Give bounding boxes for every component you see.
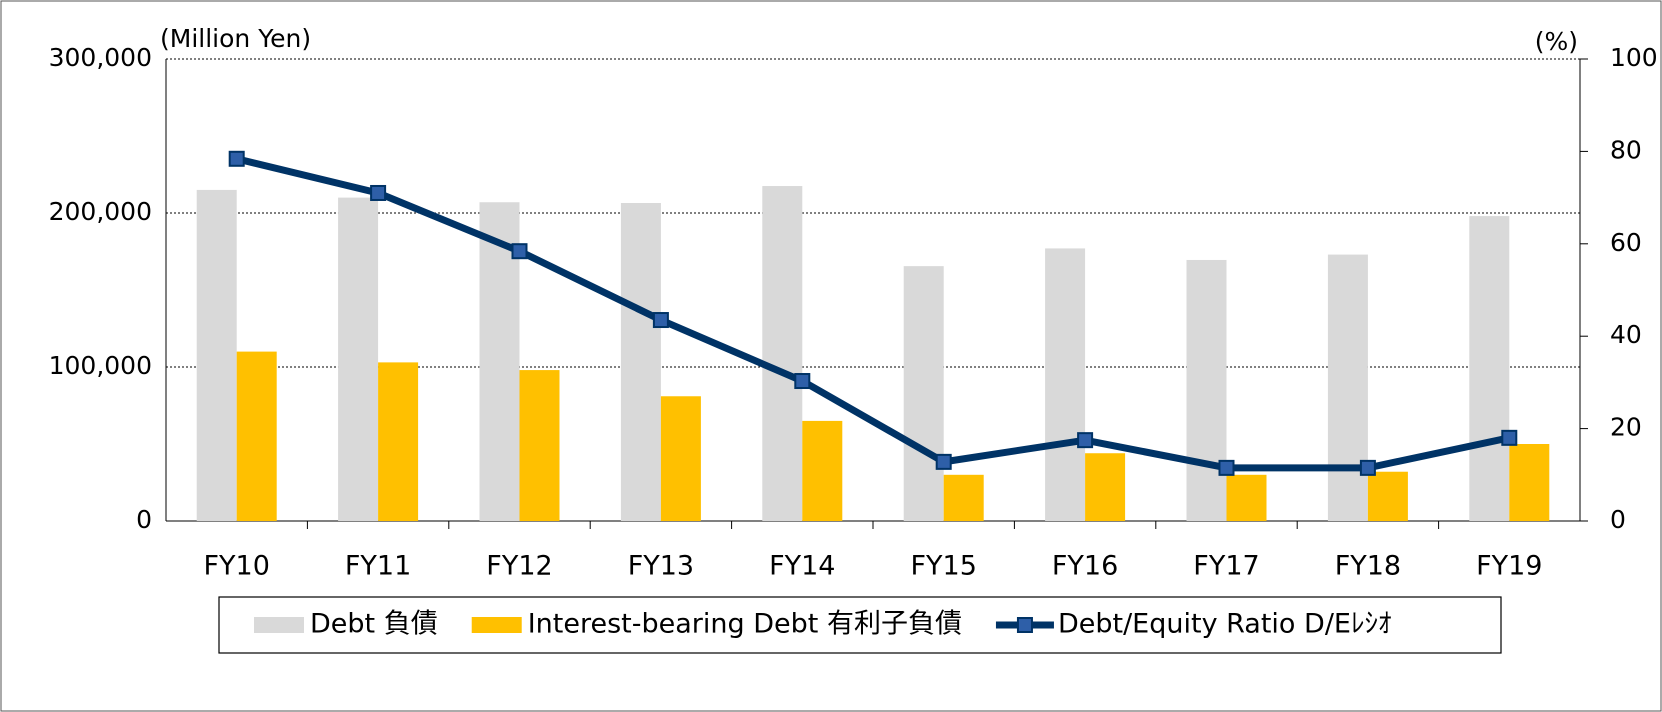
bar (236, 351, 277, 521)
line-marker (935, 453, 952, 470)
x-tick-label: FY16 (1052, 551, 1118, 582)
bar (620, 202, 661, 522)
y2-tick-label: 100 (1610, 43, 1658, 72)
y-tick-label: 200,000 (49, 197, 152, 226)
x-tick-label: FY13 (628, 551, 694, 582)
legend-swatch (254, 617, 304, 633)
y2-tick-label: 40 (1610, 320, 1642, 349)
y2-tick-label: 0 (1610, 505, 1626, 534)
bar (660, 396, 701, 521)
x-tick-label: FY14 (769, 551, 835, 582)
bar (378, 362, 419, 521)
bar (338, 197, 379, 521)
x-tick-label: FY19 (1476, 551, 1542, 582)
line (235, 155, 1511, 472)
line-marker (228, 150, 245, 167)
bar (903, 266, 944, 521)
y-tick-label: 300,000 (49, 43, 152, 72)
x-tick-label: FY15 (911, 551, 977, 582)
bar (519, 370, 560, 521)
line-marker (652, 312, 669, 329)
bar (196, 189, 237, 521)
legend-marker (1016, 617, 1033, 633)
bar (1509, 444, 1550, 521)
line-marker (794, 373, 811, 390)
bar (1327, 254, 1368, 521)
x-tick-label: FY17 (1193, 551, 1259, 582)
bar (802, 420, 843, 521)
y-tick-label: 100,000 (49, 351, 152, 380)
y2-tick-label: 80 (1610, 135, 1642, 164)
y2-axis-label: (%) (1535, 27, 1578, 56)
y2-tick-label: 20 (1610, 413, 1642, 442)
legend-label: Debt 負債 (310, 609, 438, 640)
x-tick-label: FY11 (345, 551, 411, 582)
bar (1367, 471, 1408, 521)
legend-box (218, 596, 1502, 654)
y-axis-label: (Million Yen) (160, 24, 311, 53)
bar (1186, 259, 1227, 521)
legend-label: Debt/Equity Ratio D/Eﾚｼｵ (1058, 609, 1392, 640)
x-tick-label: FY12 (486, 551, 552, 582)
line-marker (1501, 429, 1518, 446)
bar (943, 474, 984, 521)
x-tick-label: FY18 (1335, 551, 1401, 582)
y-tick-label: 0 (136, 505, 152, 534)
bar (1045, 248, 1086, 522)
line-marker (1218, 459, 1235, 476)
y2-tick-label: 60 (1610, 228, 1642, 257)
legend-swatch (471, 617, 522, 633)
line-marker (370, 184, 387, 201)
bar (1085, 453, 1126, 521)
line-marker (1077, 432, 1094, 449)
line-marker (511, 243, 528, 260)
bar (1226, 474, 1267, 521)
legend-label: Interest-bearing Debt 有利子負債 (528, 609, 962, 640)
bar (1469, 216, 1510, 521)
x-tick-label: FY10 (204, 551, 270, 582)
bar (762, 186, 803, 522)
line-marker (1359, 459, 1376, 476)
